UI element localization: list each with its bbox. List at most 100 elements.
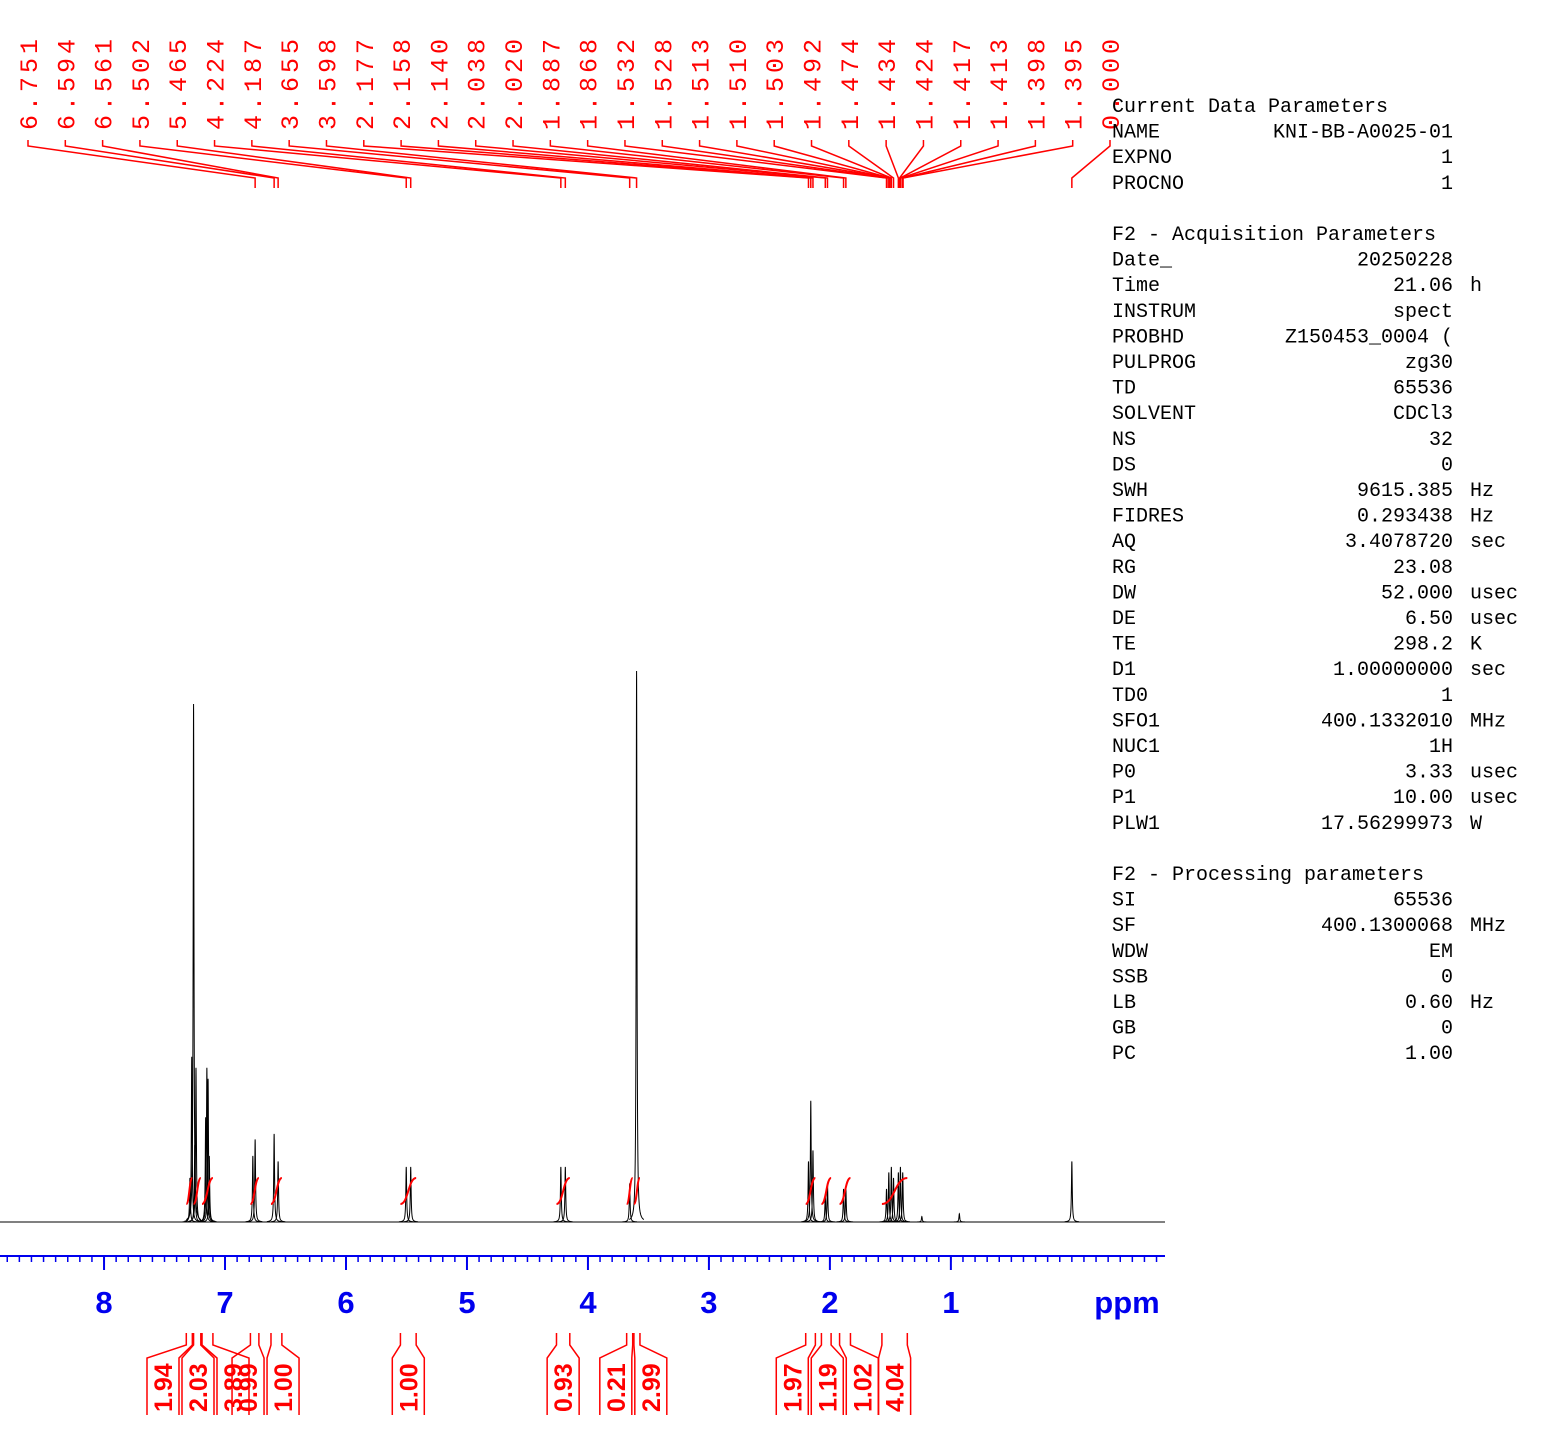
peak — [266, 1133, 282, 1223]
peak-connector — [474, 140, 827, 188]
peak — [622, 1183, 637, 1223]
param-unit: usec — [1470, 762, 1518, 785]
peak-label: 1.395 — [1061, 35, 1090, 130]
integral-bracket — [599, 1333, 634, 1415]
param-name: P1 — [1112, 787, 1136, 810]
integral-label: 1.02 — [849, 1363, 877, 1412]
peak — [914, 1215, 930, 1223]
param-value: 400.1332010 — [1321, 710, 1453, 733]
param-unit: usec — [1470, 608, 1518, 631]
param-name: SOLVENT — [1112, 403, 1196, 426]
param-unit: h — [1470, 275, 1482, 298]
peak — [403, 1166, 419, 1223]
peak-label: 6.594 — [53, 35, 82, 130]
param-name: PROCNO — [1112, 173, 1184, 196]
peak — [952, 1212, 967, 1223]
peak-connector — [902, 140, 1074, 188]
peak-connector — [1071, 140, 1111, 188]
peak-label: 0.000 — [1098, 35, 1127, 130]
peak — [270, 1161, 286, 1223]
param-value: 20250228 — [1357, 250, 1453, 273]
x-tick-label: 8 — [95, 1285, 112, 1320]
integral-curve — [556, 1177, 571, 1205]
peak-label: 1.413 — [986, 35, 1015, 130]
integral-label: 4.04 — [882, 1363, 910, 1412]
x-axis-label: ppm — [1094, 1285, 1159, 1320]
peak-connector — [64, 140, 275, 188]
param-name: PC — [1112, 1043, 1136, 1066]
integral-label: 2.03 — [185, 1363, 213, 1412]
peak — [893, 1166, 908, 1223]
integral-curve — [192, 1177, 202, 1205]
param-value: 1 — [1441, 173, 1453, 196]
integral-curve — [270, 1177, 283, 1205]
param-name: NS — [1112, 429, 1136, 452]
param-value: 6.50 — [1405, 608, 1453, 631]
peak — [186, 704, 202, 1221]
integral-bracket — [391, 1333, 426, 1415]
integral-label: 1.97 — [779, 1363, 807, 1412]
peak-connector — [437, 140, 814, 188]
peak-connector — [661, 140, 888, 188]
peak-label: 1.513 — [688, 35, 717, 130]
param-name: WDW — [1112, 941, 1148, 964]
peak-label: 1.868 — [576, 35, 605, 130]
param-name: TD0 — [1112, 685, 1148, 708]
peak-label: 4.187 — [240, 35, 269, 130]
section-title: F2 - Processing parameters — [1112, 864, 1424, 887]
peak-label: 2.140 — [426, 35, 455, 130]
param-name: DW — [1112, 582, 1136, 605]
param-name: TD — [1112, 378, 1136, 401]
param-value: 9615.385 — [1357, 480, 1453, 503]
peak-label: 1.503 — [762, 35, 791, 130]
param-value: 65536 — [1393, 890, 1453, 913]
integral-label: 2.99 — [638, 1363, 666, 1412]
peak — [1064, 1161, 1080, 1223]
param-value: 65536 — [1393, 378, 1453, 401]
peak-connector — [176, 140, 412, 188]
param-value: zg30 — [1405, 352, 1453, 375]
param-name: EXPNO — [1112, 147, 1172, 170]
peak-label: 1.510 — [725, 35, 754, 130]
param-value: 17.56299973 — [1321, 813, 1453, 836]
peak-connector — [773, 140, 891, 188]
param-name: SFO1 — [1112, 710, 1160, 733]
peak-label: 1.492 — [800, 35, 829, 130]
peak — [199, 1067, 215, 1222]
param-name: Time — [1112, 275, 1160, 298]
param-unit: usec — [1470, 582, 1518, 605]
peak — [629, 670, 645, 1220]
param-unit: sec — [1470, 659, 1506, 682]
integral-bracket — [146, 1333, 194, 1415]
param-name: GB — [1112, 1018, 1136, 1041]
param-value: 3.4078720 — [1345, 531, 1453, 554]
integral-curve — [805, 1177, 816, 1205]
peak-label: 5.502 — [128, 35, 157, 130]
param-unit: MHz — [1470, 710, 1506, 733]
peak-label: 1.434 — [874, 35, 903, 130]
param-name: SF — [1112, 915, 1136, 938]
param-value: 23.08 — [1393, 557, 1453, 580]
x-tick-label: 2 — [821, 1285, 838, 1320]
section-title: F2 - Acquisition Parameters — [1112, 224, 1436, 247]
peak-connector — [885, 140, 900, 188]
param-unit: K — [1470, 634, 1482, 657]
peak-connector — [288, 140, 631, 188]
param-value: 0.293438 — [1357, 506, 1453, 529]
param-value: 1H — [1429, 736, 1453, 759]
integral-curve — [625, 1177, 634, 1205]
integral-label: 3.89 — [220, 1363, 248, 1412]
param-value: 32 — [1429, 429, 1453, 452]
param-value: spect — [1393, 301, 1453, 324]
param-name: Date_ — [1112, 250, 1173, 273]
peak-connector — [101, 140, 279, 188]
param-unit: Hz — [1470, 506, 1494, 529]
integral-label: 1.19 — [814, 1363, 842, 1412]
param-name: PLW1 — [1112, 813, 1160, 836]
peak-connector — [139, 140, 407, 188]
integral-bracket — [266, 1333, 300, 1415]
integral-label: 1.00 — [270, 1363, 298, 1412]
param-value: 0.60 — [1405, 992, 1453, 1015]
param-name: PROBHD — [1112, 326, 1184, 349]
peak — [184, 1056, 200, 1222]
